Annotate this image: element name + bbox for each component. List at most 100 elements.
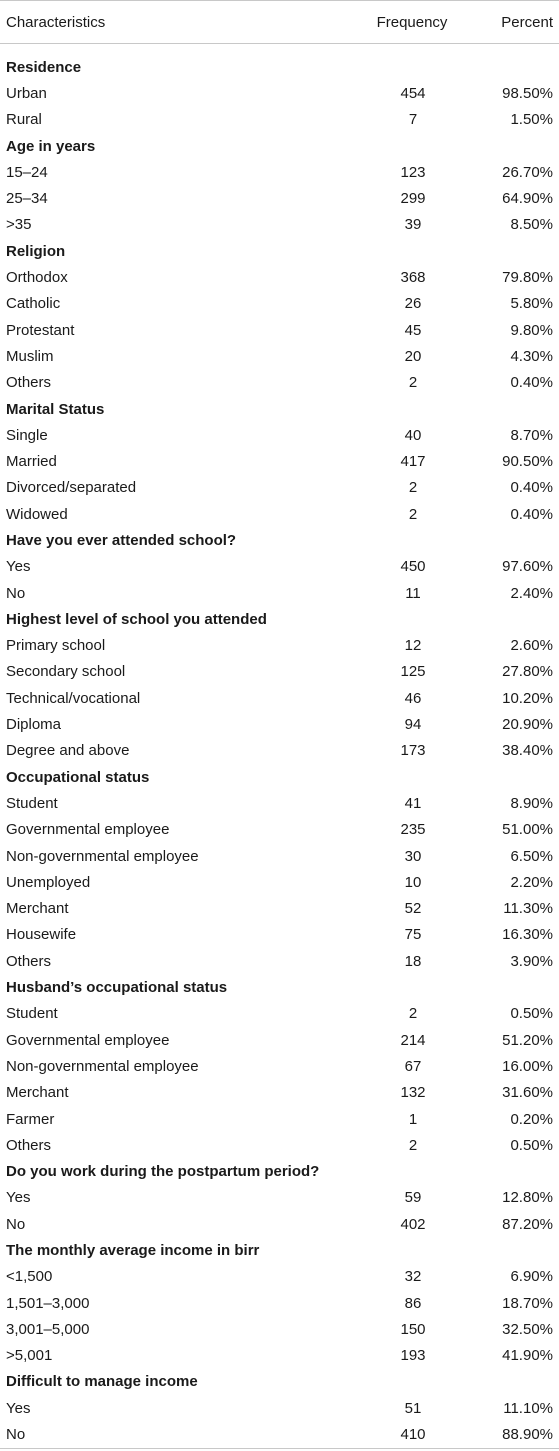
- row-frequency: 59: [404, 1189, 422, 1207]
- section-heading-row: Do you work during the postpartum period…: [0, 1158, 559, 1184]
- row-frequency: 39: [404, 216, 422, 234]
- row-label: >5,001: [6, 1347, 53, 1365]
- row-percent: 0.40%: [510, 374, 553, 392]
- row-percent: 32.50%: [502, 1320, 553, 1338]
- row-frequency: 410: [400, 1426, 426, 1444]
- row-frequency: 2: [408, 374, 418, 392]
- row-percent: 41.90%: [502, 1347, 553, 1365]
- row-frequency: 214: [400, 1031, 426, 1049]
- row-frequency: 12: [404, 637, 422, 655]
- row-percent: 18.70%: [502, 1294, 553, 1312]
- row-percent: 6.50%: [510, 847, 553, 865]
- row-frequency: 94: [404, 716, 422, 734]
- section-title: Highest level of school you attended: [6, 610, 267, 628]
- row-label: Housewife: [6, 926, 77, 944]
- table-header: Characteristics Frequency Percent: [0, 0, 559, 44]
- row-frequency: 1: [408, 1110, 418, 1128]
- row-percent: 20.90%: [502, 716, 553, 734]
- table-row: Urban 454 98.50%: [0, 80, 559, 106]
- table-row: Non-governmental employee 67 16.00%: [0, 1053, 559, 1079]
- table-row: Single 40 8.70%: [0, 422, 559, 448]
- row-frequency: 26: [404, 295, 422, 313]
- row-label: Non-governmental employee: [6, 847, 199, 865]
- row-percent: 8.70%: [510, 426, 553, 444]
- table-row: Technical/vocational 46 10.20%: [0, 685, 559, 711]
- section-heading-row: Residence: [0, 54, 559, 80]
- table-row: 1,501–3,000 86 18.70%: [0, 1290, 559, 1316]
- row-label: Merchant: [6, 900, 69, 918]
- table-row: Diploma 94 20.90%: [0, 711, 559, 737]
- table-row: Farmer 1 0.20%: [0, 1106, 559, 1132]
- row-label: Yes: [6, 558, 31, 576]
- table-row: Merchant 132 31.60%: [0, 1080, 559, 1106]
- row-frequency: 402: [400, 1215, 426, 1233]
- table-row: Others 2 0.50%: [0, 1132, 559, 1158]
- table-row: Housewife 75 16.30%: [0, 922, 559, 948]
- row-frequency: 41: [404, 794, 422, 812]
- row-label: Rural: [6, 111, 42, 129]
- section-title: Occupational status: [6, 768, 150, 786]
- row-percent: 26.70%: [502, 163, 553, 181]
- row-frequency: 40: [404, 426, 422, 444]
- row-percent: 2.60%: [510, 637, 553, 655]
- row-frequency: 368: [400, 269, 426, 287]
- row-percent: 88.90%: [502, 1426, 553, 1444]
- row-label: Single: [6, 426, 48, 444]
- row-percent: 10.20%: [502, 689, 553, 707]
- row-label: Student: [6, 1005, 58, 1023]
- row-frequency: 32: [404, 1268, 422, 1286]
- table-bottom-rule: [0, 1447, 559, 1449]
- section-heading-row: Age in years: [0, 133, 559, 159]
- row-percent: 0.50%: [510, 1136, 553, 1154]
- table-row: Non-governmental employee 30 6.50%: [0, 843, 559, 869]
- row-percent: 6.90%: [510, 1268, 553, 1286]
- header-frequency: Frequency: [376, 13, 448, 31]
- row-percent: 8.90%: [510, 794, 553, 812]
- row-label: Yes: [6, 1189, 31, 1207]
- row-percent: 16.30%: [502, 926, 553, 944]
- table-row: Protestant 45 9.80%: [0, 317, 559, 343]
- section-heading-row: Husband’s occupational status: [0, 974, 559, 1000]
- row-label: Governmental employee: [6, 821, 170, 839]
- row-frequency: 86: [404, 1294, 422, 1312]
- table-row: >5,001 193 41.90%: [0, 1343, 559, 1369]
- row-percent: 31.60%: [502, 1084, 553, 1102]
- table-row: Unemployed 10 2.20%: [0, 869, 559, 895]
- row-percent: 79.80%: [502, 269, 553, 287]
- row-percent: 8.50%: [510, 216, 553, 234]
- section-title: Have you ever attended school?: [6, 531, 237, 549]
- table-body: Residence Urban 454 98.50% Rural 7 1.50% Age in…: [0, 44, 559, 1448]
- row-frequency: 299: [400, 190, 426, 208]
- row-frequency: 18: [404, 952, 422, 970]
- table-row: Student 41 8.90%: [0, 790, 559, 816]
- row-frequency: 173: [400, 742, 426, 760]
- table-row: Yes 51 11.10%: [0, 1395, 559, 1421]
- row-label: Orthodox: [6, 269, 68, 287]
- section-heading-row: Have you ever attended school?: [0, 527, 559, 553]
- table-row: Governmental employee 214 51.20%: [0, 1027, 559, 1053]
- row-frequency: 193: [400, 1347, 426, 1365]
- row-percent: 9.80%: [510, 321, 553, 339]
- row-frequency: 2: [408, 1005, 418, 1023]
- row-frequency: 132: [400, 1084, 426, 1102]
- section-heading-row: The monthly average income in birr: [0, 1237, 559, 1263]
- row-frequency: 10: [404, 873, 422, 891]
- row-label: 1,501–3,000: [6, 1294, 90, 1312]
- row-label: Yes: [6, 1399, 31, 1417]
- table-row: Yes 59 12.80%: [0, 1185, 559, 1211]
- row-label: Governmental employee: [6, 1031, 170, 1049]
- row-percent: 97.60%: [502, 558, 553, 576]
- row-label: 15–24: [6, 163, 48, 181]
- row-percent: 1.50%: [510, 111, 553, 129]
- row-label: Catholic: [6, 295, 61, 313]
- row-label: Married: [6, 453, 57, 471]
- section-title: Religion: [6, 242, 66, 260]
- row-percent: 0.50%: [510, 1005, 553, 1023]
- table-row: Others 2 0.40%: [0, 370, 559, 396]
- row-frequency: 235: [400, 821, 426, 839]
- row-frequency: 46: [404, 689, 422, 707]
- table-row: <1,500 32 6.90%: [0, 1264, 559, 1290]
- row-frequency: 45: [404, 321, 422, 339]
- row-frequency: 52: [404, 900, 422, 918]
- row-frequency: 30: [404, 847, 422, 865]
